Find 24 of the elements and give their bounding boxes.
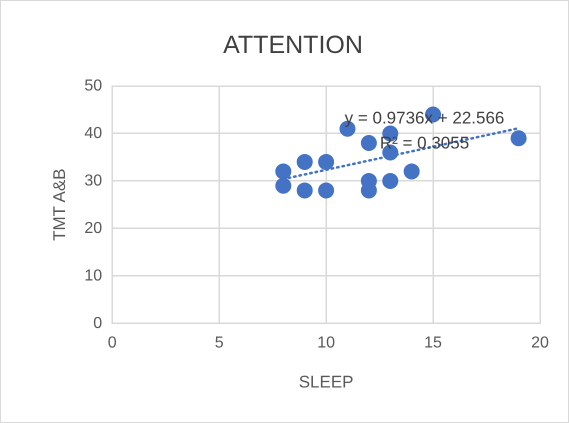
point xyxy=(296,154,313,170)
y-tick-label: 20 xyxy=(84,220,102,237)
point xyxy=(275,163,292,180)
point xyxy=(382,172,398,189)
x-tick-label: 0 xyxy=(108,334,117,352)
y-tick-label: 40 xyxy=(84,124,102,142)
x-tick-label: 15 xyxy=(424,334,442,352)
x-tick-label: 10 xyxy=(317,334,336,352)
point xyxy=(318,182,334,198)
x-tick-label: 5 xyxy=(214,334,224,352)
point xyxy=(510,130,527,146)
x-tick-label: 20 xyxy=(531,334,549,352)
point xyxy=(275,178,292,194)
x-axis-title: SLEEP xyxy=(298,372,354,392)
y-tick-label: 0 xyxy=(93,314,102,332)
point xyxy=(296,182,313,198)
y-tick-label: 30 xyxy=(84,172,102,190)
chart-title: ATTENTION xyxy=(223,30,363,59)
point xyxy=(404,163,420,180)
y-axis-title: TMT A&B xyxy=(50,168,69,241)
y-tick-label: 10 xyxy=(84,267,102,284)
point xyxy=(360,134,377,151)
point xyxy=(318,154,334,170)
y-tick-label: 50 xyxy=(84,77,102,94)
